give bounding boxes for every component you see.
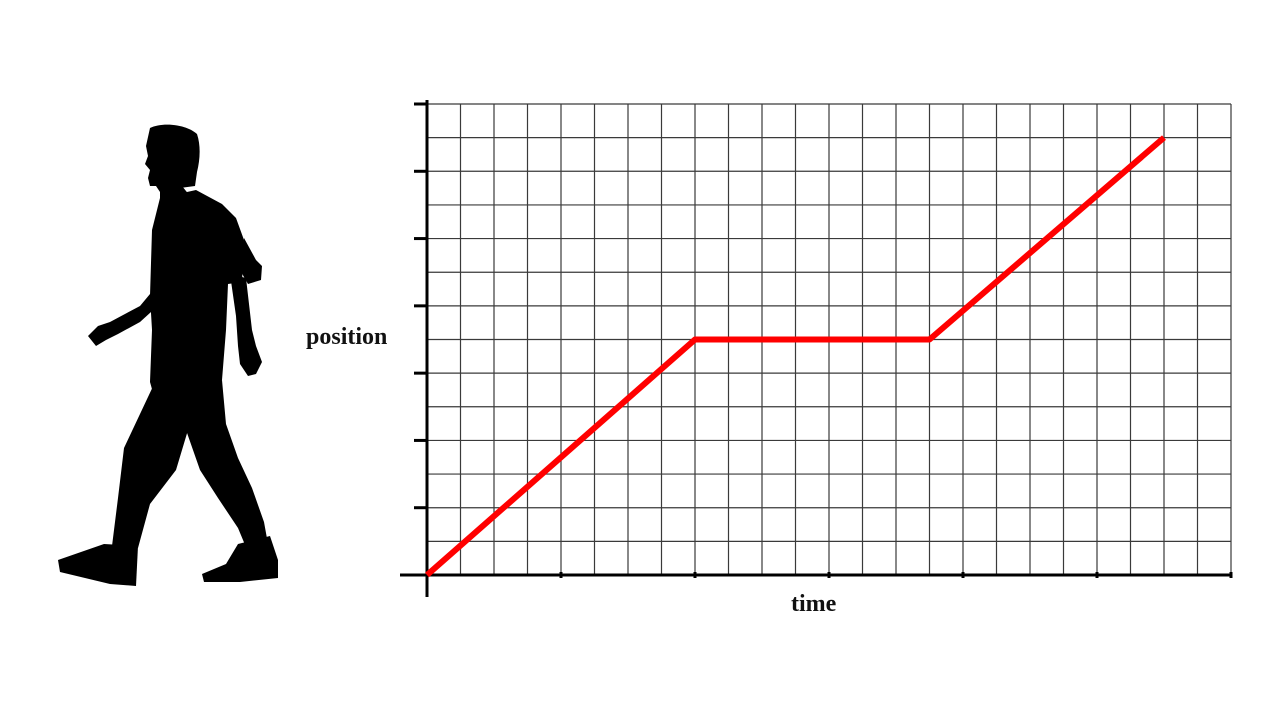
walking-person-silhouette-icon	[58, 124, 278, 586]
chart-axes	[400, 100, 1231, 597]
y-axis-label: position	[306, 324, 388, 350]
chart-series	[425, 135, 1166, 578]
chart-grid	[427, 103, 1232, 575]
x-axis-label: time	[791, 591, 837, 617]
series-line	[425, 135, 1166, 578]
